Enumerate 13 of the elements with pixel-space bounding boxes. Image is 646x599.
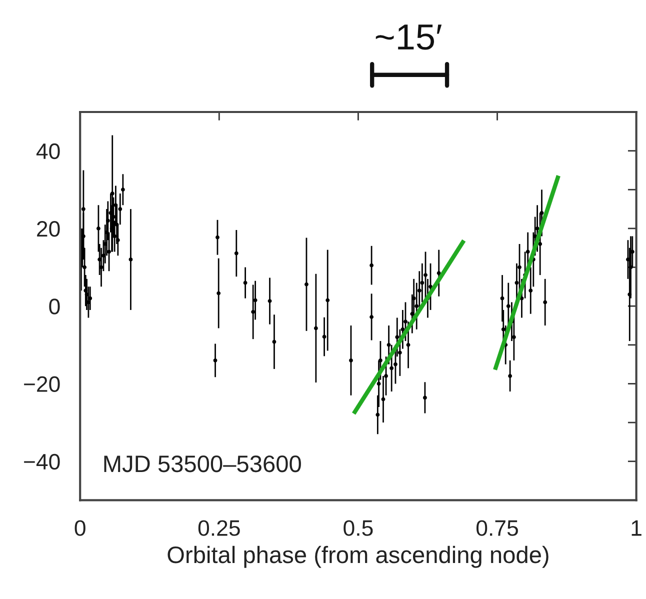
y-tick-label: −20 <box>24 376 60 392</box>
y-tick-label: 0 <box>49 298 60 314</box>
text: ~15′ <box>376 24 442 50</box>
x-tick-label: 1 <box>632 520 642 536</box>
x-tick-label: 0.75 <box>476 520 518 536</box>
y-tick-label: 40 <box>36 143 60 160</box>
x-tick-label: 0 <box>74 520 86 536</box>
y-tick-label: 20 <box>37 220 60 237</box>
x-axis-title: Orbital phase (from ascending node) <box>168 546 548 568</box>
annotation: MJD 53500–53600 <box>104 455 301 472</box>
x-tick-label: 0.5 <box>344 520 373 536</box>
y-tick-label: −40 <box>24 454 60 470</box>
x-tick-label: 0.25 <box>198 520 240 536</box>
